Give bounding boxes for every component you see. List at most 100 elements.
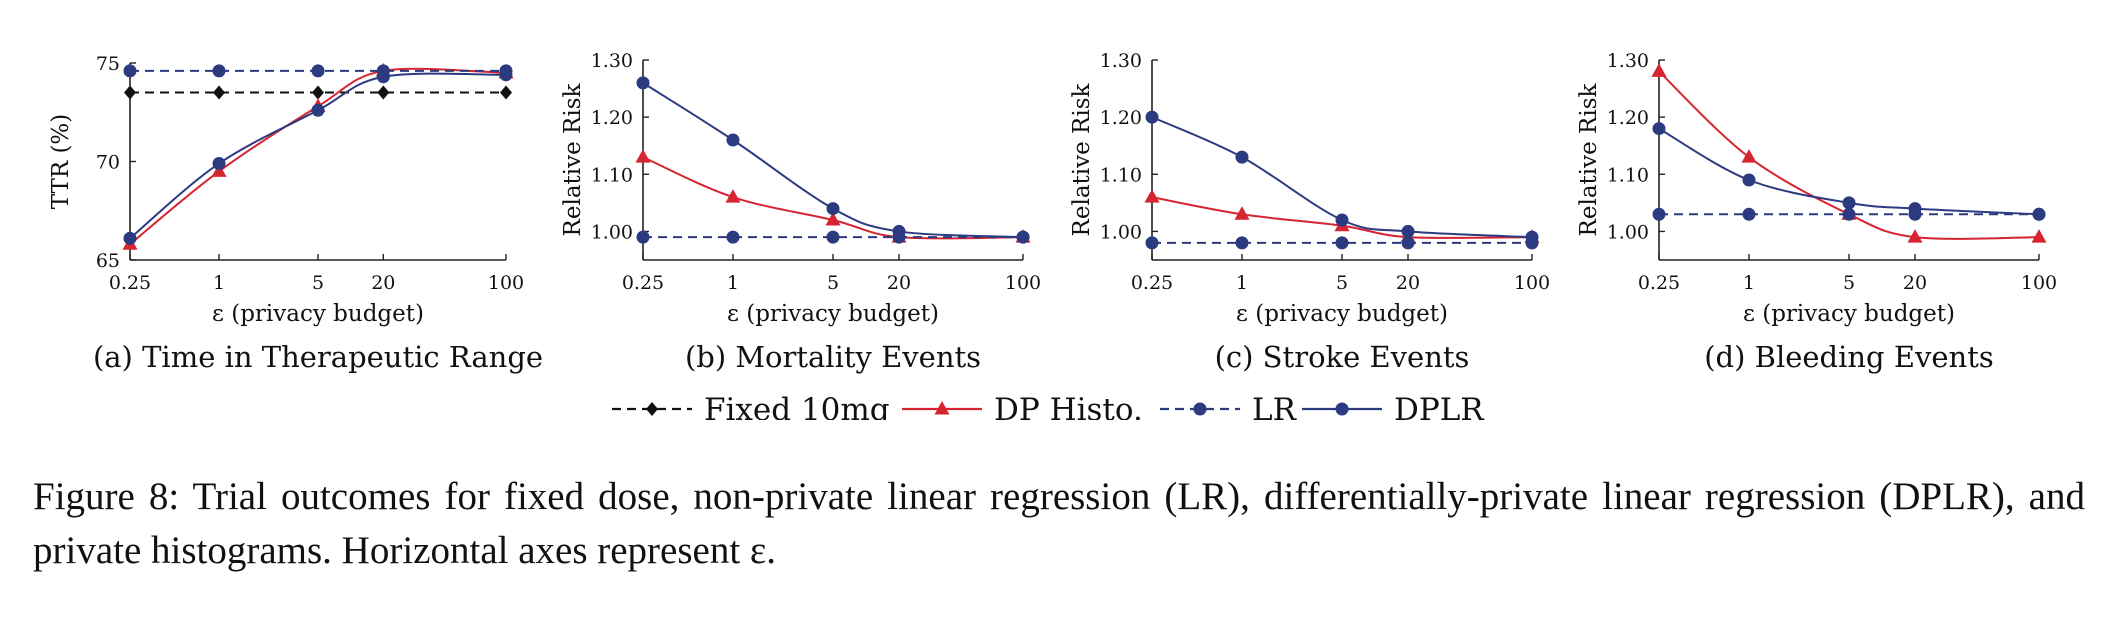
- y-tick-label: 75: [96, 53, 120, 75]
- data-point: [892, 224, 906, 238]
- x-tick-label: 1: [213, 272, 225, 294]
- x-tick-label: 100: [1005, 272, 1041, 294]
- figure-caption: Figure 8: Trial outcomes for fixed dose,…: [33, 475, 2085, 572]
- data-point: [635, 149, 651, 163]
- y-tick-label: 1.20: [1607, 107, 1649, 129]
- legend-label: Fixed 10mg: [704, 392, 890, 420]
- data-point: [1651, 63, 1667, 77]
- x-tick-label: 5: [1336, 272, 1348, 294]
- data-point: [826, 230, 840, 244]
- data-point: [499, 68, 513, 82]
- data-point: [825, 212, 841, 226]
- series-line: [642, 156, 1024, 240]
- series-dplr: [1652, 122, 2046, 221]
- legend-entry: LR: [1160, 392, 1298, 420]
- y-tick-label: 70: [96, 152, 120, 174]
- x-tick-label: 1: [727, 272, 739, 294]
- panel-c: 0.25 1 5 20 100 1.00 1.10 1.20 1.30 ε (privacy bu…: [1069, 50, 1550, 374]
- data-point: [1742, 207, 1756, 221]
- x-tick-label: 20: [1396, 272, 1420, 294]
- data-point: [1842, 207, 1856, 221]
- x-tick-label: 0.25: [622, 272, 664, 294]
- legend-marker: [1335, 402, 1349, 416]
- data-point: [212, 64, 226, 78]
- data-point: [123, 64, 137, 78]
- series-dplr: [1145, 110, 1539, 244]
- data-point: [311, 103, 325, 117]
- x-tick-label: 20: [1903, 272, 1927, 294]
- legend-entry: Fixed 10mg: [612, 392, 890, 420]
- x-tick-label: 100: [2021, 272, 2057, 294]
- data-point: [500, 85, 512, 100]
- series-dp-histo: [635, 149, 1031, 243]
- panel-caption: (b) Mortality Events: [685, 340, 981, 374]
- y-tick-label: 1.30: [1607, 50, 1649, 72]
- x-tick-label: 5: [1843, 272, 1855, 294]
- data-point: [211, 163, 227, 177]
- data-point: [1401, 236, 1415, 250]
- x-axis-label: ε (privacy budget): [727, 301, 939, 327]
- x-tick-label: 5: [312, 272, 324, 294]
- series-fixed-10mg: [124, 85, 512, 100]
- y-tick-label: 1.10: [1607, 164, 1649, 186]
- panel-caption: (a) Time in Therapeutic Range: [93, 340, 543, 374]
- x-tick-label: 100: [1514, 272, 1550, 294]
- legend-label: DPLR: [1394, 392, 1485, 420]
- data-point: [1842, 196, 1856, 210]
- y-tick-label: 1.10: [1100, 164, 1142, 186]
- y-tick-label: 1.30: [591, 50, 633, 72]
- y-tick-label: 1.20: [591, 107, 633, 129]
- data-point: [1652, 207, 1666, 221]
- y-axis-label: Relative Risk: [560, 82, 586, 236]
- y-tick-label: 1.30: [1100, 50, 1142, 72]
- y-axis-label: TTR (%): [48, 114, 74, 210]
- legend-label: DP Histo.: [994, 392, 1143, 420]
- data-point: [312, 85, 324, 100]
- data-point: [1145, 236, 1159, 250]
- data-point: [2031, 229, 2047, 243]
- data-point: [1907, 229, 1923, 243]
- x-tick-label: 0.25: [1131, 272, 1173, 294]
- legend-entry: DPLR: [1302, 392, 1485, 420]
- data-point: [1144, 189, 1160, 203]
- data-point: [1401, 224, 1415, 238]
- panel-b: 0.25 1 5 20 100 1.00 1.10 1.20 1.30 ε (privacy bu…: [560, 50, 1041, 374]
- x-tick-label: 1: [1236, 272, 1248, 294]
- y-tick-label: 1.20: [1100, 107, 1142, 129]
- x-tick-label: 0.25: [109, 272, 151, 294]
- data-point: [377, 85, 390, 100]
- data-point: [1145, 110, 1159, 124]
- data-point: [636, 76, 650, 90]
- x-tick-label: 0.25: [1638, 272, 1680, 294]
- x-tick-label: 1: [1743, 272, 1755, 294]
- x-tick-label: 20: [887, 272, 911, 294]
- data-point: [1652, 122, 1666, 136]
- data-point: [726, 133, 740, 147]
- x-tick-label: 20: [371, 272, 395, 294]
- x-axis-label: ε (privacy budget): [212, 301, 424, 327]
- legend-marker: [1193, 402, 1207, 416]
- data-point: [1742, 173, 1756, 187]
- data-point: [1235, 236, 1249, 250]
- figure-chart-area: 0.25 1 5 20 100 65 70 75 ε (privacy budget) TTR (…: [48, 50, 2057, 420]
- panel-a: 0.25 1 5 20 100 65 70 75 ε (privacy budget) TTR (…: [48, 53, 543, 374]
- data-point: [636, 230, 650, 244]
- x-tick-label: 100: [488, 272, 524, 294]
- data-point: [1335, 236, 1349, 250]
- data-point: [123, 231, 137, 245]
- legend-marker: [934, 401, 950, 415]
- data-point: [124, 85, 136, 100]
- y-axis-label: Relative Risk: [1576, 82, 1602, 236]
- data-point: [212, 156, 226, 170]
- data-point: [2032, 207, 2046, 221]
- panel-d: 0.25 1 5 20 100 1.00 1.10 1.20 1.30 ε (privacy bu…: [1576, 50, 2057, 374]
- data-point: [376, 70, 390, 84]
- y-tick-label: 1.00: [591, 221, 633, 243]
- series-lr: [1652, 207, 2046, 221]
- data-point: [1525, 230, 1539, 244]
- x-tick-label: 5: [827, 272, 839, 294]
- y-tick-label: 1.10: [591, 164, 633, 186]
- data-point: [1235, 150, 1249, 164]
- data-point: [826, 202, 840, 216]
- data-point: [1741, 149, 1757, 163]
